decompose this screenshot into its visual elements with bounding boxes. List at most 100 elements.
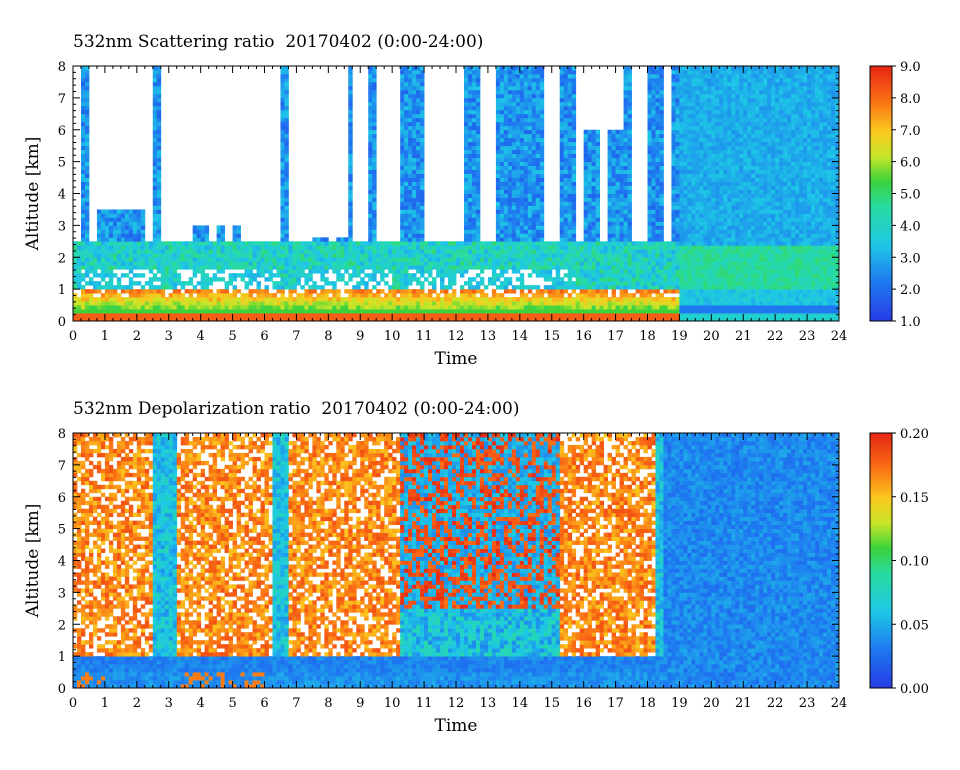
heatmap-cell — [212, 313, 218, 318]
heatmap-cell — [647, 77, 652, 83]
heatmap-cell — [408, 297, 413, 302]
heatmap-cell — [647, 193, 652, 198]
heatmap-cell — [160, 309, 166, 314]
heatmap-cell — [531, 229, 537, 234]
heatmap-cell — [651, 145, 656, 151]
heatmap-cell — [108, 277, 114, 282]
heatmap-cell — [467, 85, 473, 91]
heatmap-cell — [479, 297, 485, 302]
heatmap-cell — [324, 309, 329, 314]
heatmap-cell — [220, 269, 225, 274]
heatmap-cell — [591, 165, 597, 170]
heatmap-cell — [420, 141, 425, 147]
heatmap-cell — [507, 309, 513, 314]
heatmap-cell — [471, 213, 477, 218]
heatmap-cell — [156, 177, 162, 182]
heatmap-cell — [73, 301, 78, 306]
heatmap-cell — [463, 317, 469, 322]
heatmap-cell — [519, 265, 525, 270]
heatmap-cell — [607, 137, 612, 143]
heatmap-cell — [591, 269, 597, 274]
heatmap-cell — [651, 77, 656, 83]
heatmap-cell — [420, 181, 425, 186]
heatmap-cell — [404, 181, 409, 186]
heatmap-cell — [523, 141, 529, 147]
heatmap-cell — [224, 241, 229, 246]
heatmap-cell — [104, 297, 110, 302]
heatmap-cell — [256, 301, 261, 306]
heatmap-cell — [340, 261, 345, 266]
heatmap-cell — [96, 317, 102, 322]
heatmap-cell — [679, 301, 684, 306]
heatmap-cell — [400, 189, 405, 194]
heatmap-cell — [76, 301, 82, 306]
heatmap-cell — [515, 141, 521, 147]
heatmap-cell — [408, 69, 413, 75]
heatmap-cell — [619, 293, 624, 298]
heatmap-cell — [184, 241, 190, 246]
heatmap-cell — [132, 245, 138, 250]
heatmap-cell — [675, 273, 680, 278]
heatmap-cell — [519, 245, 525, 250]
heatmap-cell — [523, 185, 529, 190]
heatmap-cell — [328, 257, 333, 262]
heatmap-cell — [80, 153, 86, 159]
heatmap-cell — [120, 249, 126, 254]
heatmap-cell — [280, 201, 285, 206]
heatmap-cell — [76, 269, 82, 274]
heatmap-cell — [571, 125, 577, 131]
heatmap-cell — [124, 261, 130, 266]
heatmap-cell — [467, 261, 473, 266]
heatmap-cell — [152, 261, 158, 266]
heatmap-cell — [647, 177, 652, 182]
heatmap-cell — [539, 97, 545, 103]
heatmap-cell — [84, 309, 90, 314]
heatmap-cell — [647, 189, 652, 194]
heatmap-cell — [300, 297, 305, 302]
heatmap-cell — [651, 125, 656, 131]
heatmap-cell — [336, 269, 341, 274]
heatmap-cell — [432, 277, 437, 282]
heatmap-cell — [663, 261, 668, 266]
heatmap-cell — [84, 217, 90, 222]
heatmap-cell — [348, 221, 353, 226]
heatmap-cell — [495, 301, 501, 306]
heatmap-cell — [539, 69, 545, 75]
heatmap-cell — [400, 225, 405, 230]
heatmap-cell — [276, 261, 281, 266]
heatmap-cell — [416, 217, 421, 222]
heatmap-cell — [587, 225, 593, 230]
heatmap-cell — [348, 141, 353, 147]
heatmap-cell — [348, 305, 353, 310]
heatmap-cell — [124, 221, 130, 226]
heatmap-cell — [467, 181, 473, 186]
heatmap-cell — [240, 313, 245, 318]
heatmap-cell — [539, 153, 545, 159]
heatmap-cell — [583, 281, 589, 286]
heatmap-cell — [635, 305, 640, 310]
heatmap-cell — [459, 265, 465, 270]
heatmap-cell — [671, 161, 676, 167]
heatmap-cell — [152, 217, 158, 222]
heatmap-cell — [495, 77, 501, 83]
heatmap-cell — [284, 153, 289, 159]
heatmap-cell — [651, 66, 656, 71]
heatmap-cell — [659, 261, 664, 266]
heatmap-cell — [408, 177, 413, 182]
heatmap-cell — [491, 289, 497, 294]
heatmap-cell — [571, 253, 577, 258]
heatmap-cell — [420, 249, 425, 254]
heatmap-cell — [651, 129, 656, 135]
heatmap-cell — [76, 241, 82, 246]
heatmap-cell — [539, 113, 545, 119]
heatmap-cell — [475, 109, 481, 115]
heatmap-cell — [551, 241, 557, 246]
heatmap-cell — [224, 297, 229, 302]
heatmap-cell — [623, 69, 628, 75]
heatmap-cell — [400, 97, 405, 103]
heatmap-cell — [444, 309, 449, 314]
heatmap-cell — [503, 69, 509, 75]
heatmap-cell — [627, 169, 632, 174]
heatmap-cell — [388, 305, 393, 310]
heatmap-cell — [655, 229, 660, 234]
